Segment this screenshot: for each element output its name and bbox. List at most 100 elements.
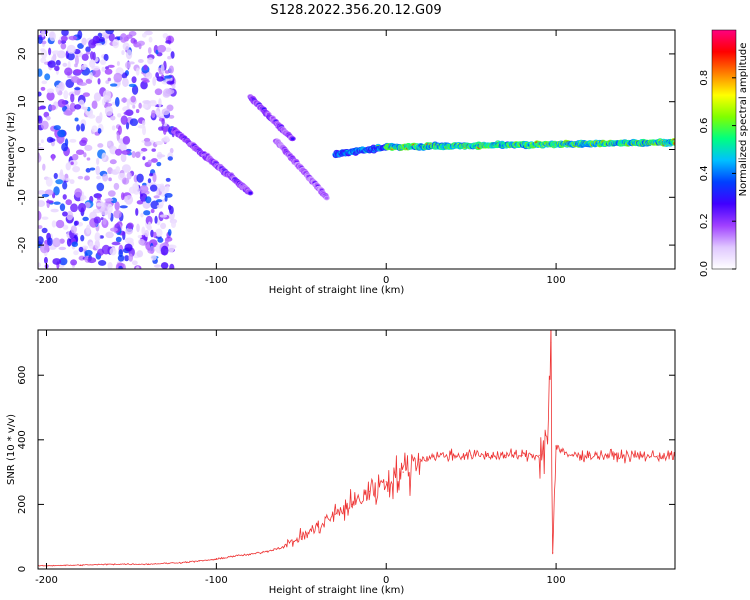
spectral-noise <box>47 60 56 68</box>
spectral-noise <box>138 102 142 109</box>
spectral-noise <box>120 153 127 163</box>
spectral-noise <box>130 95 136 103</box>
spectral-noise <box>124 195 134 205</box>
spectrogram-xlabel: Height of straight line (km) <box>269 285 405 296</box>
spectral-noise <box>94 232 101 242</box>
spectral-noise <box>49 31 56 42</box>
snr-point <box>640 455 642 457</box>
spectral-noise <box>155 140 164 146</box>
snr-frame <box>37 329 676 570</box>
spectral-feature-2 <box>247 94 296 142</box>
spectral-noise <box>150 229 154 238</box>
spectral-noise <box>57 129 66 138</box>
spectral-noise <box>59 257 68 266</box>
spectral-noise <box>60 42 67 50</box>
spectral-noise <box>38 36 43 45</box>
snr-xtick-label: -200 <box>35 575 58 586</box>
spectral-noise <box>156 154 166 158</box>
spectral-noise <box>51 153 55 161</box>
snr-point <box>552 552 554 554</box>
spectral-noise <box>53 125 61 131</box>
spectral-noise <box>154 215 158 224</box>
spectral-noise <box>38 262 41 268</box>
spectral-noise <box>152 76 157 87</box>
spectral-noise <box>62 194 67 200</box>
snr-point <box>419 458 421 460</box>
spectral-noise <box>156 199 163 203</box>
spectral-noise <box>69 179 75 185</box>
spectral-noise <box>91 125 98 133</box>
spectral-noise <box>137 124 146 129</box>
spectral-noise <box>38 146 45 151</box>
spectral-noise <box>113 72 123 83</box>
spectral-noise <box>136 200 144 205</box>
snr-xtick-label: -100 <box>205 575 228 586</box>
spectral-noise <box>87 257 97 264</box>
spectral-noise <box>116 61 120 66</box>
spectral-noise <box>140 212 144 218</box>
spectral-noise <box>76 124 81 132</box>
spectral-noise <box>61 30 69 37</box>
spectral-noise <box>41 30 46 38</box>
spectral-noise <box>107 190 116 197</box>
spectral-noise <box>69 138 77 143</box>
spectral-noise <box>165 185 170 193</box>
spectral-noise <box>81 53 89 61</box>
snr-point <box>334 513 336 515</box>
spectral-noise <box>74 104 82 110</box>
spectral-noise <box>151 109 156 119</box>
spectral-noise <box>104 198 114 202</box>
spectral-feature-0 <box>38 30 178 269</box>
spectral-noise <box>77 175 84 180</box>
spectral-noise <box>40 48 45 52</box>
spectral-noise <box>155 228 163 238</box>
spectral-noise <box>156 204 163 209</box>
spectral-noise <box>165 40 172 44</box>
spectral-noise <box>93 216 102 224</box>
spectral-noise <box>167 156 173 161</box>
spectral-noise <box>142 156 146 161</box>
snr-point <box>113 563 116 565</box>
spectral-noise <box>138 43 142 50</box>
spectral-noise <box>96 175 102 180</box>
spectral-noise <box>48 104 56 111</box>
spectral-noise <box>111 125 116 131</box>
spectral-noise <box>58 246 67 251</box>
spectral-noise <box>126 98 130 109</box>
spectral-noise <box>99 235 104 239</box>
spectral-noise <box>85 51 91 55</box>
spectral-noise <box>41 227 48 234</box>
spectral-noise <box>136 250 144 258</box>
spectral-noise <box>112 39 120 49</box>
snr-point <box>623 455 625 457</box>
spectral-noise <box>111 241 121 246</box>
spectral-noise <box>51 220 57 228</box>
spectral-noise <box>131 150 136 158</box>
spectral-noise <box>49 138 56 142</box>
spectral-noise <box>96 202 103 207</box>
chart-title: S128.2022.356.20.12.G09 <box>270 3 441 18</box>
spectral-noise <box>150 254 157 261</box>
spectral-noise <box>149 245 155 255</box>
spectral-noise <box>125 227 133 235</box>
spectral-noise <box>95 165 100 176</box>
spectral-noise <box>89 167 96 171</box>
spectral-noise <box>140 80 148 90</box>
spectral-feature-3 <box>272 138 330 201</box>
spectral-noise <box>75 149 85 155</box>
spectral-noise <box>167 228 172 236</box>
spectral-noise <box>44 61 48 65</box>
snr-point <box>317 526 319 528</box>
spectral-noise <box>82 92 90 97</box>
spectral-noise <box>91 100 98 109</box>
spectral-noise <box>147 159 153 165</box>
spectral-noise <box>80 234 85 242</box>
spectral-core <box>324 196 329 200</box>
spectral-noise <box>82 216 89 222</box>
spectral-noise <box>123 255 130 262</box>
spectral-noise <box>44 73 51 81</box>
snr-point <box>572 454 574 456</box>
spectral-noise <box>38 210 42 221</box>
snr-marks <box>38 330 675 567</box>
